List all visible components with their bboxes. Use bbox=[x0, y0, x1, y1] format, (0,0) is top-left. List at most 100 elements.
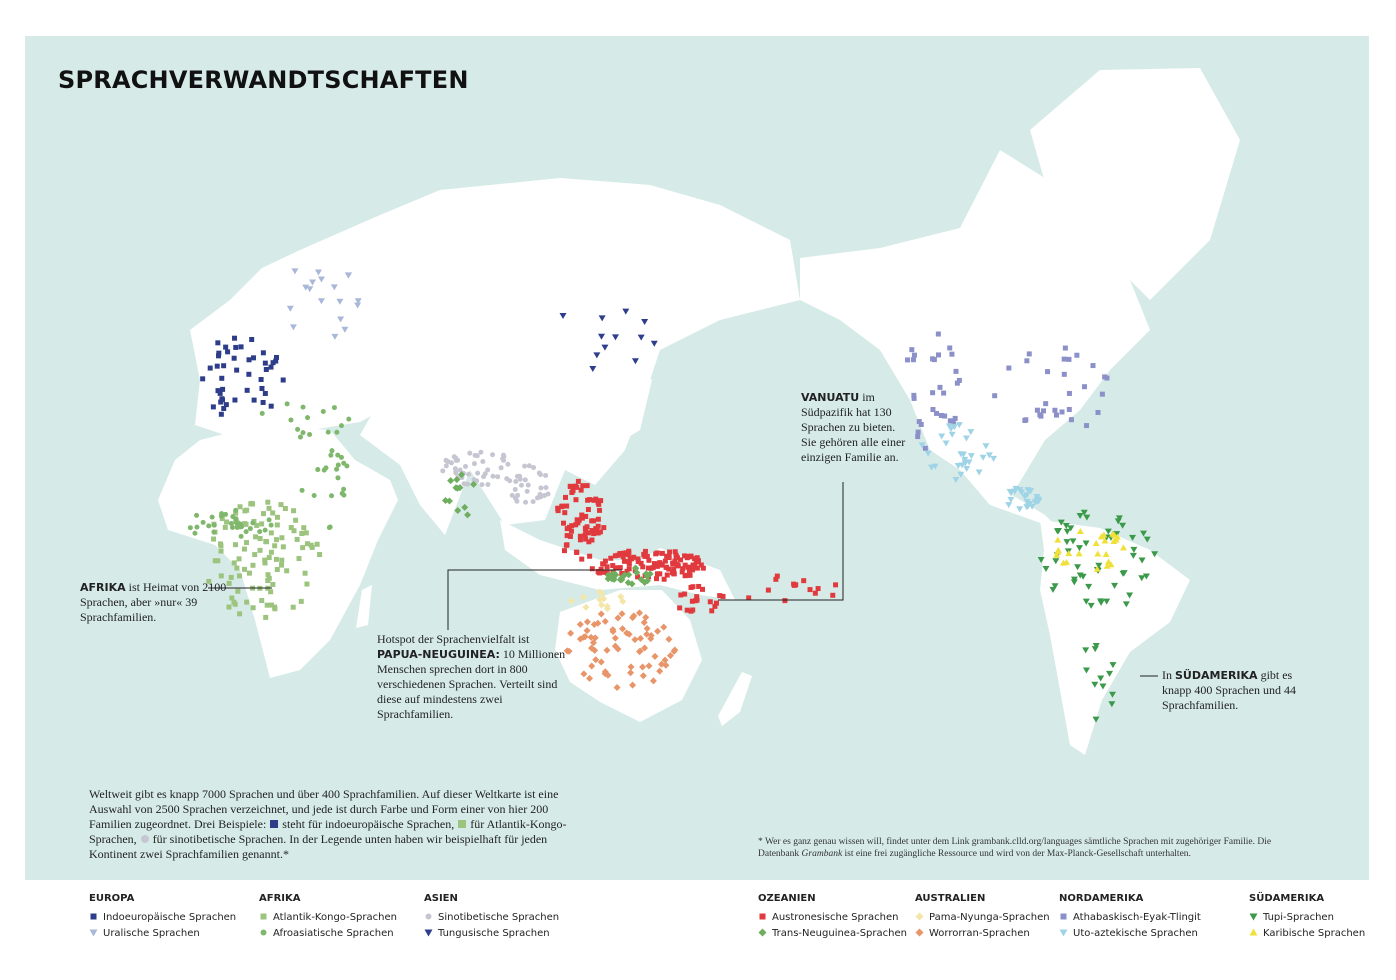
marker bbox=[620, 554, 626, 560]
marker bbox=[512, 487, 518, 493]
legend-swatch bbox=[424, 929, 433, 937]
marker bbox=[666, 554, 672, 560]
marker bbox=[305, 415, 311, 421]
marker bbox=[635, 559, 641, 565]
marker bbox=[236, 556, 242, 562]
marker bbox=[603, 605, 611, 613]
new-zealand bbox=[718, 672, 752, 726]
footnote: * Wer es ganz genau wissen will, findet … bbox=[758, 836, 1303, 860]
marker bbox=[206, 523, 212, 529]
marker bbox=[562, 510, 568, 516]
marker bbox=[955, 422, 963, 429]
marker bbox=[250, 520, 256, 526]
marker bbox=[218, 548, 224, 554]
legend-heading: AUSTRALIEN bbox=[915, 893, 986, 904]
marker bbox=[693, 598, 699, 604]
page-title: SPRACHVERWANDTSCHAFTEN bbox=[58, 66, 469, 94]
marker bbox=[555, 506, 561, 512]
marker bbox=[474, 478, 480, 484]
marker bbox=[578, 487, 584, 493]
marker bbox=[1054, 536, 1062, 543]
marker bbox=[584, 483, 590, 489]
marker bbox=[341, 326, 349, 333]
legend-item: Afroasiatische Sprachen bbox=[259, 928, 397, 944]
marker bbox=[354, 302, 362, 309]
marker bbox=[591, 531, 597, 537]
marker bbox=[694, 565, 700, 571]
marker bbox=[1108, 701, 1116, 708]
marker bbox=[233, 344, 239, 350]
marker bbox=[602, 558, 608, 564]
marker bbox=[1012, 485, 1020, 492]
marker bbox=[567, 629, 575, 637]
marker bbox=[424, 929, 433, 937]
leader-lines bbox=[208, 482, 1158, 677]
marker bbox=[651, 561, 657, 567]
legend-item: Sinotibetische Sprachen bbox=[424, 912, 559, 928]
marker bbox=[812, 590, 818, 596]
marker bbox=[454, 506, 462, 514]
marker bbox=[700, 565, 706, 571]
marker bbox=[187, 525, 193, 531]
marker bbox=[928, 464, 936, 471]
legend-label: Afroasiatische Sprachen bbox=[273, 928, 394, 939]
marker bbox=[617, 565, 623, 571]
marker bbox=[250, 605, 256, 611]
australia bbox=[555, 590, 702, 722]
footnote-italic: Grambank bbox=[801, 849, 843, 859]
marker bbox=[597, 529, 603, 535]
marker bbox=[574, 484, 580, 490]
marker bbox=[231, 560, 237, 566]
marker bbox=[284, 568, 290, 574]
marker bbox=[637, 634, 645, 642]
marker bbox=[950, 419, 956, 425]
marker bbox=[299, 487, 305, 493]
marker bbox=[985, 452, 993, 459]
marker bbox=[631, 554, 637, 560]
marker bbox=[326, 525, 332, 531]
marker bbox=[252, 552, 258, 558]
marker bbox=[598, 498, 604, 504]
marker bbox=[482, 471, 488, 477]
marker bbox=[930, 407, 936, 413]
marker bbox=[538, 485, 544, 491]
marker bbox=[448, 460, 454, 466]
marker bbox=[260, 929, 267, 936]
marker bbox=[639, 663, 647, 671]
marker bbox=[309, 279, 317, 286]
marker bbox=[641, 644, 649, 652]
marker bbox=[329, 493, 335, 499]
marker bbox=[635, 574, 641, 580]
marker bbox=[569, 523, 575, 529]
marker bbox=[640, 564, 646, 570]
legend-swatch bbox=[425, 913, 432, 920]
legend-group: ASIEN Sinotibetische Sprachen Tungusische … bbox=[424, 893, 559, 944]
marker bbox=[638, 560, 644, 566]
marker bbox=[589, 537, 595, 543]
marker bbox=[636, 609, 644, 617]
marker bbox=[264, 539, 270, 545]
marker bbox=[608, 555, 614, 561]
marker bbox=[579, 512, 585, 518]
marker bbox=[1054, 548, 1062, 555]
marker bbox=[301, 525, 307, 531]
marker bbox=[624, 579, 632, 587]
marker bbox=[337, 316, 345, 323]
marker bbox=[246, 357, 252, 363]
marker bbox=[314, 269, 322, 276]
marker bbox=[774, 573, 780, 579]
marker bbox=[233, 507, 239, 513]
marker bbox=[543, 472, 549, 478]
legend-item: Pama-Nyunga-Sprachen bbox=[915, 912, 1050, 928]
marker bbox=[247, 526, 253, 532]
marker bbox=[207, 365, 213, 371]
marker bbox=[593, 526, 599, 532]
marker bbox=[341, 492, 347, 498]
marker bbox=[565, 647, 573, 655]
marker bbox=[260, 399, 266, 405]
legend-swatch bbox=[260, 929, 267, 936]
leader-line bbox=[718, 482, 844, 601]
legend-item: Uto-aztekische Sprachen bbox=[1059, 928, 1201, 944]
marker bbox=[589, 366, 597, 373]
marker bbox=[930, 390, 936, 396]
